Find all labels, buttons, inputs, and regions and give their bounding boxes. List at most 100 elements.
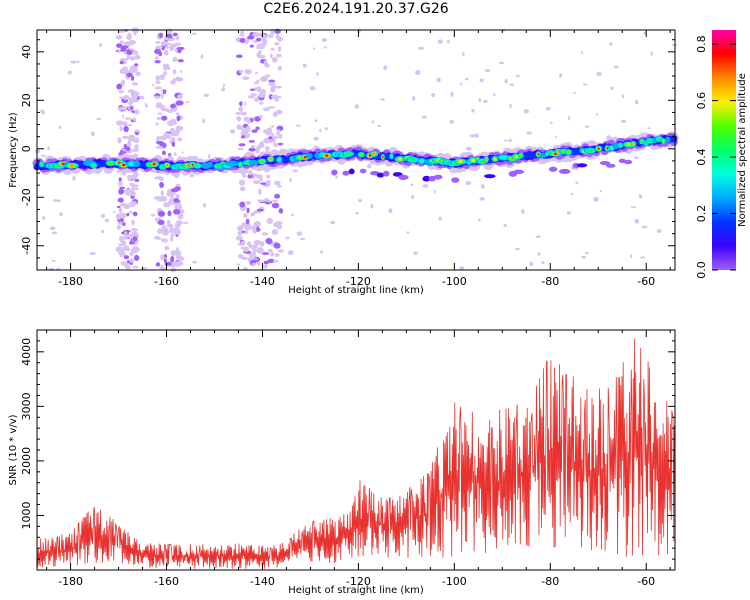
noise-blob	[127, 134, 136, 141]
secondary-band-blob	[451, 177, 460, 183]
noise-blob	[172, 228, 177, 234]
noise-blob	[128, 40, 136, 45]
noise-blob	[265, 179, 271, 185]
noise-blob	[484, 69, 491, 72]
noise-blob	[266, 34, 274, 38]
noise-blob	[640, 256, 646, 259]
noise-blob	[259, 76, 268, 82]
noise-blob	[175, 100, 184, 106]
x-tick-label: -60	[637, 575, 655, 588]
noise-blob	[120, 79, 126, 86]
noise-blob	[245, 200, 252, 205]
noise-blob	[72, 176, 76, 181]
noise-blob	[154, 95, 161, 99]
noise-blob	[122, 95, 130, 101]
noise-blob	[70, 60, 77, 64]
noise-blob	[275, 34, 280, 40]
noise-blob	[170, 236, 174, 242]
noise-blob	[584, 125, 590, 128]
noise-blob	[596, 71, 602, 77]
noise-blob	[129, 106, 134, 110]
noise-blob	[164, 49, 169, 56]
noise-blob	[239, 38, 246, 43]
noise-blob	[158, 51, 163, 57]
noise-blob	[128, 48, 135, 51]
noise-blob	[253, 81, 258, 85]
noise-blob	[241, 128, 248, 133]
noise-blob	[236, 125, 245, 130]
noise-blob	[257, 199, 265, 203]
noise-blob	[119, 202, 128, 207]
noise-blob	[250, 145, 256, 149]
secondary-band-blob	[382, 170, 390, 177]
noise-blob	[155, 81, 161, 84]
noise-blob	[358, 199, 363, 203]
noise-blob	[433, 189, 436, 194]
noise-blob	[132, 265, 139, 269]
noise-blob	[258, 188, 262, 195]
noise-blob	[459, 265, 465, 271]
noise-blob	[635, 99, 639, 105]
noise-blob	[251, 129, 258, 133]
noise-blob	[132, 236, 138, 242]
noise-blob	[247, 174, 253, 179]
noise-blob	[575, 181, 579, 185]
noise-blob	[170, 233, 175, 238]
noise-blob	[582, 83, 588, 86]
noise-blob	[249, 88, 256, 91]
noise-blob	[101, 229, 105, 234]
secondary-band-blob	[576, 163, 588, 168]
noise-blob	[274, 193, 281, 199]
noise-blob	[119, 126, 123, 132]
noise-blob	[277, 45, 282, 52]
noise-blob	[134, 137, 139, 142]
noise-blob	[256, 79, 260, 84]
noise-blob	[521, 209, 525, 214]
noise-blob	[613, 65, 619, 69]
noise-blob	[239, 201, 246, 208]
noise-blob	[261, 252, 270, 255]
noise-blob	[159, 74, 165, 81]
noise-blob	[242, 76, 250, 81]
noise-blob	[529, 261, 534, 267]
noise-blob	[252, 180, 261, 185]
noise-blob	[250, 259, 257, 263]
noise-blob	[118, 96, 125, 100]
noise-blob	[121, 240, 127, 246]
noise-blob	[242, 246, 250, 253]
noise-blob	[237, 254, 244, 259]
noise-blob	[167, 120, 175, 127]
noise-blob	[252, 173, 259, 177]
noise-blob	[124, 231, 128, 238]
noise-blob	[129, 262, 133, 265]
y-tick-label: 3000	[20, 392, 33, 420]
page-title: C2E6.2024.191.20.37.G26	[263, 1, 449, 17]
noise-blob	[158, 135, 164, 140]
noise-blob	[178, 216, 183, 220]
noise-blob	[133, 171, 139, 178]
noise-blob	[122, 245, 130, 252]
noise-blob	[255, 126, 260, 131]
noise-blob	[480, 184, 485, 189]
noise-blob	[634, 156, 640, 159]
noise-blob	[128, 210, 133, 214]
noise-blob	[122, 222, 126, 227]
noise-blob	[125, 145, 131, 152]
noise-blob	[168, 200, 172, 205]
noise-blob	[250, 93, 258, 97]
noise-blob	[124, 189, 130, 194]
noise-blob	[507, 139, 513, 142]
noise-blob	[131, 90, 139, 95]
noise-blob	[248, 139, 256, 143]
noise-blob	[273, 140, 276, 146]
noise-blob	[412, 96, 416, 101]
noise-blob	[155, 41, 161, 44]
noise-blob	[270, 47, 275, 51]
noise-blob	[237, 231, 243, 236]
noise-blob	[249, 44, 254, 48]
noise-blob	[170, 103, 177, 109]
noise-blob	[51, 259, 56, 262]
noise-blob	[271, 56, 278, 63]
y-tick-label: 2000	[20, 447, 33, 475]
noise-blob	[161, 224, 166, 229]
